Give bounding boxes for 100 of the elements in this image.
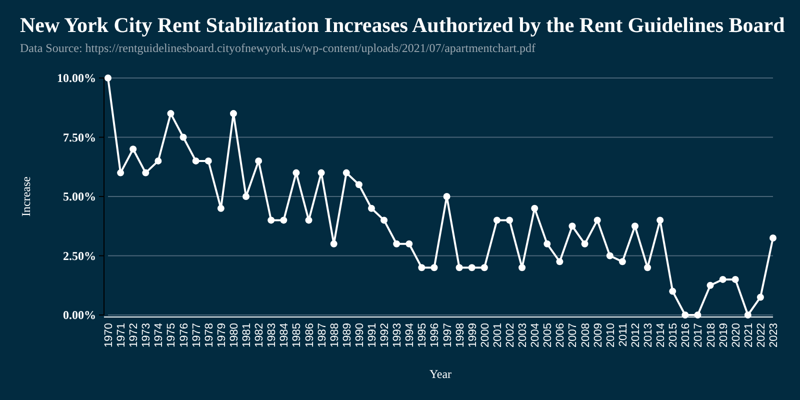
point: [631, 222, 638, 230]
point: [305, 216, 312, 224]
x-tick-label: 1981: [241, 323, 254, 348]
point: [204, 157, 212, 164]
x-tick-label: 2002: [504, 323, 517, 348]
x-tick-label: 2013: [642, 323, 655, 348]
point: [506, 216, 514, 224]
point: [480, 264, 488, 272]
y-axis-title: Increase: [19, 176, 33, 216]
point: [744, 312, 752, 318]
point: [518, 264, 526, 272]
point: [756, 294, 764, 301]
x-tick-label: 1995: [416, 323, 429, 348]
point: [669, 288, 676, 295]
x-tick-label: 1993: [392, 323, 404, 348]
x-tick-label: 2004: [530, 323, 542, 348]
x-tick-label: 1999: [466, 323, 479, 348]
y-tick-label: 10.00%: [57, 71, 96, 86]
x-tick-label: 2011: [617, 323, 630, 347]
x-tick-label: 1978: [203, 323, 216, 348]
x-tick-label: 1985: [291, 323, 304, 348]
x-tick-label: 1992: [379, 323, 392, 348]
x-tick-label: 1991: [366, 323, 378, 348]
x-tick-label: 2003: [517, 323, 530, 348]
point: [456, 264, 463, 272]
point: [355, 181, 362, 188]
x-tick-label: 2018: [705, 323, 718, 348]
point: [380, 216, 388, 224]
x-tick-label: 1994: [404, 323, 416, 348]
y-tick-label: 2.50%: [63, 248, 96, 263]
point: [770, 234, 776, 242]
point: [468, 264, 476, 272]
x-tick-label: 2016: [680, 323, 692, 348]
point: [682, 312, 689, 318]
point: [117, 169, 124, 176]
point: [706, 282, 714, 289]
point: [292, 169, 300, 176]
x-tick-label: 1972: [128, 323, 140, 348]
x-tick-label: 2014: [655, 323, 668, 348]
x-tick-label: 1988: [328, 323, 341, 348]
point: [368, 204, 375, 212]
x-tick-label: 1971: [116, 323, 128, 348]
point: [443, 193, 450, 200]
point: [230, 110, 237, 118]
x-tick-label: 2015: [668, 323, 680, 348]
point: [280, 216, 288, 224]
point: [644, 264, 652, 272]
y-tick-label: 5.00%: [63, 190, 96, 204]
point: [318, 169, 325, 176]
x-tick-label: 1975: [166, 323, 178, 348]
x-tick-label: 1987: [316, 323, 328, 348]
x-tick-label: 1984: [278, 323, 291, 348]
x-tick-label: 2005: [542, 323, 554, 348]
point: [255, 157, 262, 164]
x-tick-label: 1990: [354, 323, 366, 348]
point: [594, 216, 601, 224]
point: [217, 204, 224, 212]
point: [656, 216, 664, 224]
x-tick-label: 1998: [454, 323, 466, 348]
x-tick-label: 1974: [153, 323, 166, 348]
point: [618, 258, 626, 266]
x-tick-label: 1973: [140, 323, 153, 348]
point: [406, 240, 413, 248]
chart-title: New York City Rent Stabilization Increases Authorized by the Rent Guidelines Board: [20, 13, 786, 37]
x-tick-label: 2008: [580, 323, 592, 348]
x-tick-label: 2012: [630, 323, 642, 348]
point: [531, 204, 538, 212]
x-axis-title: Year: [429, 367, 452, 381]
x-tick-label: 2020: [730, 323, 742, 348]
y-tick-label: 0.00%: [63, 308, 96, 322]
x-tick-label: 1983: [266, 323, 278, 348]
x-tick-label: 1996: [429, 323, 442, 348]
point: [268, 216, 275, 224]
chart-subtitle: Data Source: https://rentguidelinesboard.cityofnewyork.us/wp-content/uploads/2021/07/apartmentchart.pdf: [20, 41, 536, 55]
x-tick-label: 1970: [103, 323, 115, 348]
point: [493, 216, 500, 224]
point: [180, 134, 187, 141]
x-tick-label: 2017: [692, 323, 705, 348]
x-tick-label: 2022: [755, 323, 768, 348]
point: [104, 74, 112, 82]
x-tick-label: 1986: [304, 323, 316, 348]
point: [418, 264, 426, 272]
point: [192, 157, 200, 164]
x-tick-label: 2010: [604, 323, 617, 348]
point: [430, 264, 438, 272]
point: [556, 258, 564, 266]
point: [142, 169, 150, 176]
x-tick-label: 1977: [190, 323, 203, 348]
x-tick-label: 1997: [442, 323, 454, 348]
x-tick-label: 2006: [554, 323, 567, 348]
x-tick-label: 1980: [228, 323, 240, 348]
x-tick-label: 1976: [178, 323, 190, 348]
point: [719, 276, 726, 283]
x-tick-label: 2009: [592, 323, 604, 348]
point: [167, 110, 174, 118]
point: [342, 169, 350, 176]
point: [544, 240, 551, 248]
point: [694, 312, 702, 318]
x-tick-label: 1982: [254, 323, 266, 348]
point: [732, 276, 739, 283]
